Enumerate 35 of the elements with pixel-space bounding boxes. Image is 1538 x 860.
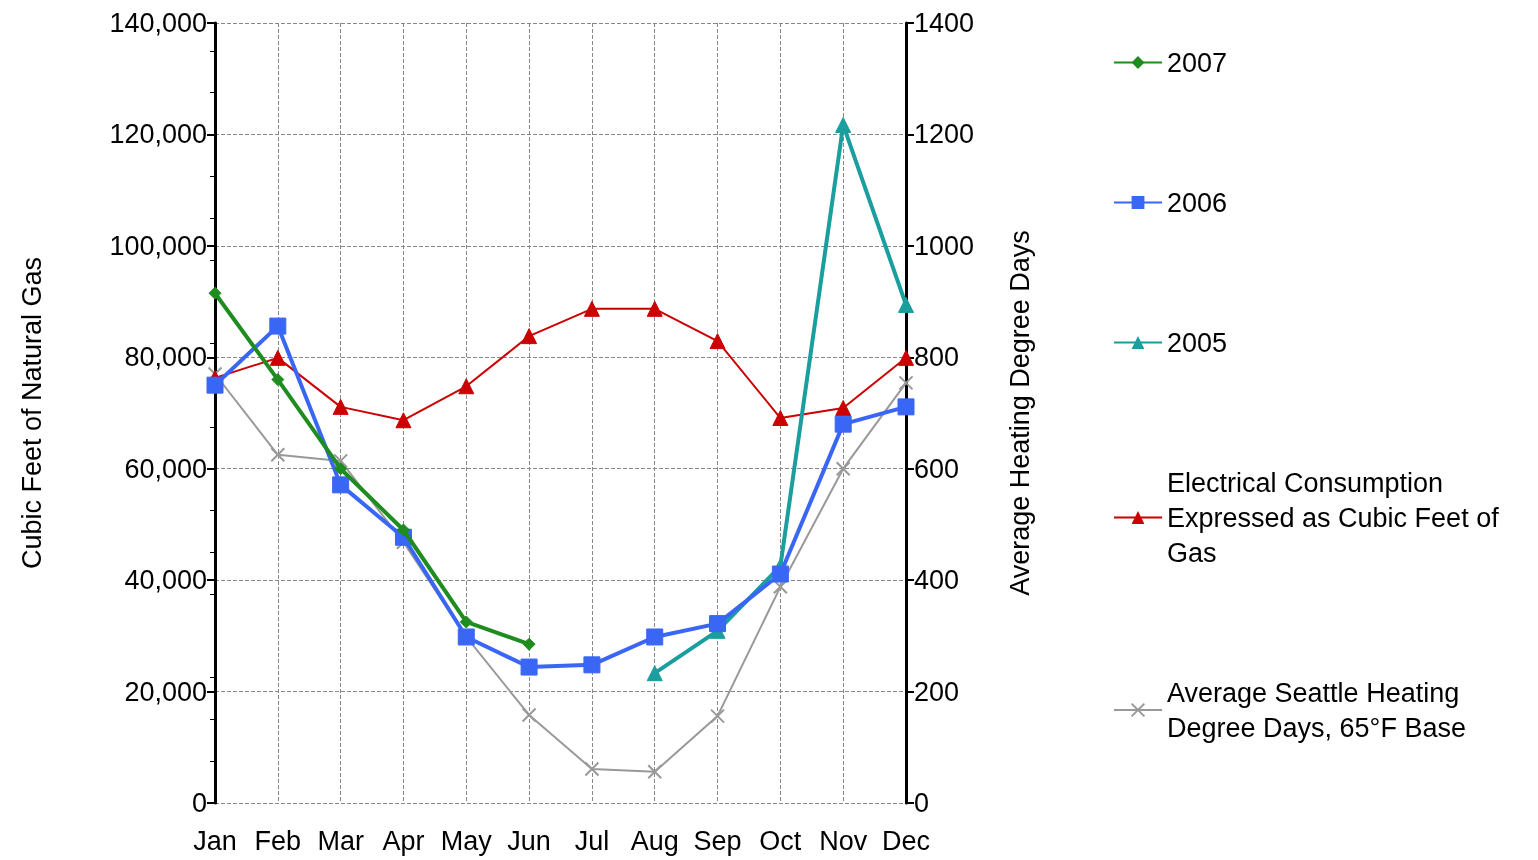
y2-tick-label: 0 — [914, 788, 930, 818]
y-tick-label: 40,000 — [124, 565, 207, 596]
x-tick-label: May — [440, 825, 493, 856]
y2-tick-label: 800 — [914, 342, 960, 373]
y-tick-label: 60,000 — [124, 453, 207, 484]
x-tick-label: Jun — [507, 825, 551, 856]
y2-tick-label: 1000 — [914, 230, 975, 261]
y2-tick-label: 600 — [914, 453, 960, 484]
legend-label: 2006 — [1167, 187, 1228, 218]
x-tick-label: Nov — [819, 825, 868, 856]
legend-label: Electrical Consumption Expressed as Cubic Feet of Gas — [1167, 467, 1507, 568]
y2-tick-label: 1200 — [914, 119, 975, 150]
x-tick-label: Jul — [574, 825, 610, 856]
y-tick-label: 20,000 — [124, 676, 207, 707]
y2-axis-title: Average Heating Degree Days — [1004, 230, 1035, 596]
y-tick-label: 80,000 — [124, 342, 207, 373]
x-tick-label: Sep — [693, 825, 742, 856]
y-tick-label: 140,000 — [109, 8, 207, 38]
x-tick-label: Oct — [759, 825, 802, 856]
x-tick-label: Jan — [193, 825, 237, 856]
x-tick-label: Feb — [254, 825, 302, 856]
x-tick-label: Dec — [881, 825, 931, 856]
legend-label: 2005 — [1167, 327, 1228, 358]
x-tick-label: Mar — [317, 825, 364, 856]
y-tick-label: 0 — [191, 788, 207, 818]
legend-label: Average Seattle Heating Degree Days, 65°F Base — [1167, 677, 1467, 743]
y-tick-label: 100,000 — [109, 230, 207, 261]
y2-tick-label: 400 — [914, 565, 960, 596]
y2-tick-label: 1400 — [914, 8, 975, 38]
y-tick-label: 120,000 — [109, 119, 207, 150]
x-tick-label: Apr — [382, 825, 425, 856]
x-tick-label: Aug — [630, 825, 679, 856]
y-axis-title: Cubic Feet of Natural Gas — [16, 256, 47, 570]
legend-label: 2007 — [1167, 47, 1228, 78]
y2-tick-label: 200 — [914, 676, 960, 707]
